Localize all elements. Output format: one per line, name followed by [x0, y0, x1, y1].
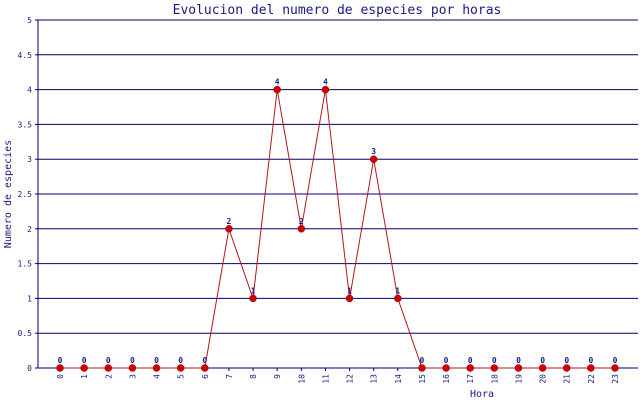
x-tick-label: 17 — [466, 374, 475, 384]
data-label: 1 — [395, 286, 400, 295]
chart-title: Evolucion del numero de especies por hor… — [173, 3, 502, 18]
x-tick-label: 8 — [249, 374, 258, 379]
x-tick-label: 21 — [563, 374, 572, 384]
data-point — [345, 294, 354, 303]
data-point — [249, 294, 257, 303]
series-line-path — [60, 89, 615, 369]
x-axis-label: Hora — [470, 389, 494, 400]
grid-lines — [38, 19, 638, 334]
data-point — [273, 85, 281, 94]
data-label: 0 — [420, 356, 425, 365]
x-tick-label: 23 — [611, 374, 620, 384]
data-point — [225, 225, 233, 233]
data-point — [369, 155, 378, 163]
data-label: 0 — [540, 356, 545, 365]
data-label: 0 — [154, 356, 159, 365]
y-tick-label: 2.5 — [18, 190, 33, 199]
data-label: 0 — [468, 356, 473, 365]
data-point — [394, 294, 402, 303]
data-label: 4 — [275, 78, 280, 87]
data-label: 0 — [564, 356, 569, 365]
y-tick-labels: 0 0.5 1 1.5 2 2.5 3 3.5 4 4.5 5 — [18, 16, 33, 373]
series-line — [60, 89, 615, 369]
x-tick-label: 22 — [587, 374, 596, 384]
data-label: 1 — [347, 286, 352, 295]
x-tick-label: 4 — [153, 374, 162, 379]
data-point — [297, 225, 306, 233]
x-tick-label: 12 — [346, 374, 355, 384]
data-label: 0 — [130, 356, 135, 365]
y-tick-label: 3 — [27, 155, 32, 164]
data-point — [152, 364, 161, 372]
data-label: 0 — [106, 356, 111, 365]
data-label: 0 — [58, 356, 63, 365]
data-point — [104, 364, 113, 372]
x-tick-label: 1 — [80, 374, 89, 379]
x-tick-label: 16 — [442, 374, 451, 384]
data-point — [466, 364, 474, 372]
data-label: 4 — [323, 78, 328, 87]
x-tick-label: 5 — [177, 374, 186, 379]
y-tick-label: 1 — [27, 294, 32, 303]
x-tick-label: 7 — [225, 374, 234, 379]
data-label: 0 — [178, 356, 183, 365]
x-tick-label: 11 — [321, 374, 330, 384]
data-point — [80, 364, 88, 372]
x-tick-label: 2 — [104, 374, 113, 379]
y-tick-label: 0.5 — [18, 329, 33, 338]
x-tick-label: 15 — [418, 374, 427, 384]
data-label: 1 — [251, 286, 256, 295]
data-point — [514, 364, 523, 372]
x-tick-label: 20 — [539, 374, 548, 384]
y-tick-label: 3.5 — [18, 120, 33, 129]
axes — [35, 19, 638, 371]
data-point — [321, 85, 330, 94]
data-point — [56, 364, 64, 372]
data-label: 0 — [444, 356, 449, 365]
x-tick-label: 6 — [201, 374, 210, 379]
data-label: 2 — [299, 217, 304, 226]
x-tick-label: 3 — [128, 374, 137, 379]
data-label: 3 — [371, 147, 376, 156]
y-tick-label: 4 — [27, 86, 32, 95]
data-label: 0 — [516, 356, 521, 365]
x-tick-label: 19 — [514, 374, 523, 384]
data-label: 0 — [202, 356, 207, 365]
x-tick-label: 0 — [56, 374, 65, 379]
y-tick-label: 4.5 — [18, 51, 33, 60]
x-tick-label: 13 — [370, 374, 379, 384]
data-point — [128, 364, 137, 372]
data-point — [442, 364, 450, 372]
x-tick-label: 14 — [394, 374, 403, 384]
data-label: 0 — [492, 356, 497, 365]
data-point — [611, 364, 619, 372]
x-tick-label: 10 — [297, 374, 306, 384]
data-point — [587, 364, 595, 372]
x-tick-labels: 0 1 2 3 4 5 6 7 8 9 10 11 12 13 14 15 16 17 18 19 20 21 22 23 — [56, 374, 620, 384]
data-point — [201, 364, 209, 372]
data-label: 2 — [226, 217, 231, 226]
data-label: 0 — [82, 356, 87, 365]
y-tick-label: 1.5 — [18, 260, 33, 269]
y-tick-label: 5 — [27, 16, 32, 25]
series-markers — [56, 85, 619, 372]
data-point — [418, 364, 426, 372]
y-axis-label: Numero de especies — [3, 140, 14, 248]
y-tick-label: 0 — [27, 364, 32, 373]
x-tick-label: 18 — [490, 374, 499, 384]
x-tick-label: 9 — [273, 374, 282, 379]
data-label: 0 — [613, 356, 618, 365]
data-point — [538, 364, 547, 372]
data-label: 0 — [588, 356, 593, 365]
data-labels: 0 0 0 0 0 0 0 2 1 4 2 4 1 3 1 0 0 0 0 0 0 0 0 0 — [58, 78, 618, 365]
y-tick-label: 2 — [27, 225, 32, 234]
data-point — [176, 364, 185, 372]
data-point — [562, 364, 571, 372]
data-point — [490, 364, 499, 372]
